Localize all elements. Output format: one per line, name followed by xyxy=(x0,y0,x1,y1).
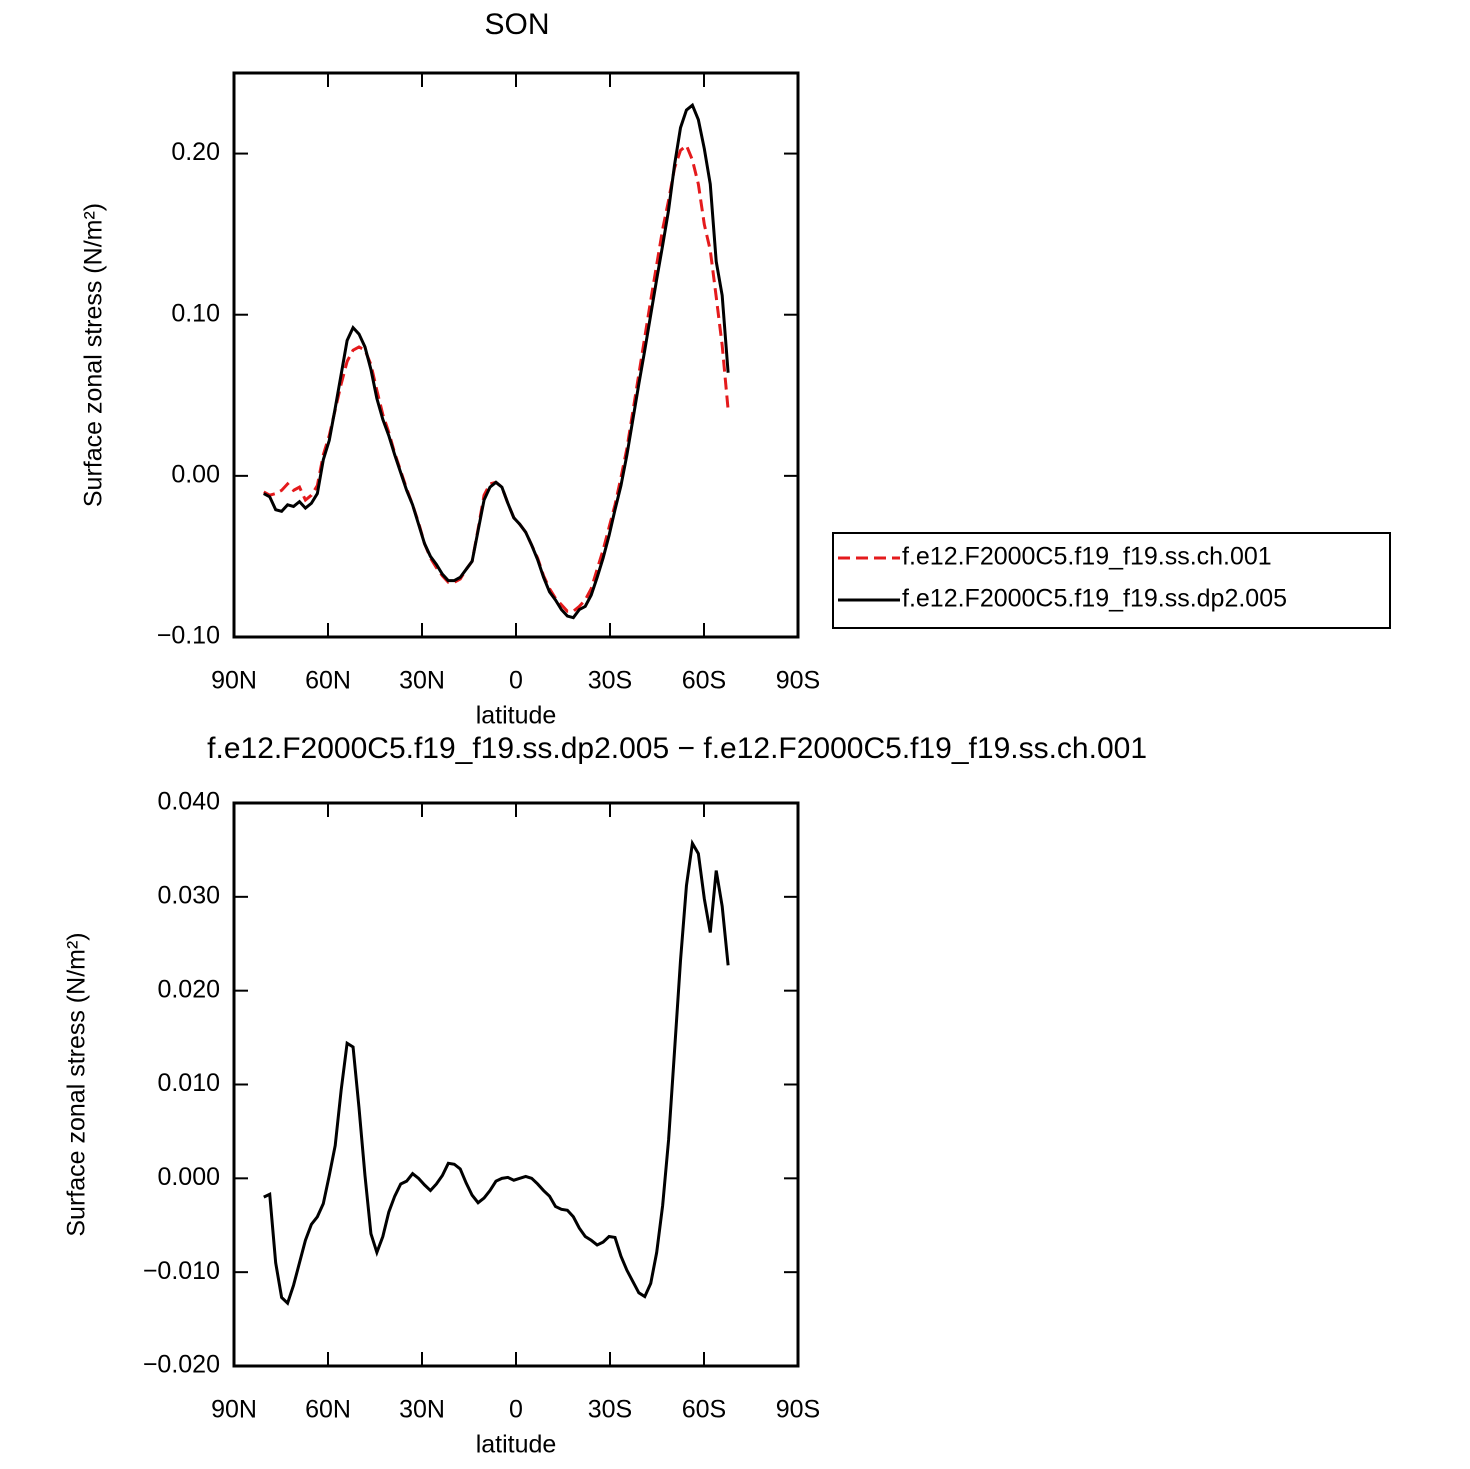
x-tick-label: 90N xyxy=(211,1396,257,1424)
chart-title: SON xyxy=(484,8,549,41)
x-tick-label: 30N xyxy=(399,667,445,695)
x-tick-label: 30N xyxy=(399,1396,445,1424)
legend-label: f.e12.F2000C5.f19_f19.ss.ch.001 xyxy=(902,543,1272,571)
x-tick-label: 60S xyxy=(682,1396,726,1424)
legend-label: f.e12.F2000C5.f19_f19.ss.dp2.005 xyxy=(902,585,1287,613)
y-tick-label: 0.010 xyxy=(157,1069,220,1097)
chart-title: f.e12.F2000C5.f19_f19.ss.dp2.005 − f.e12… xyxy=(207,732,1147,765)
y-tick-label: 0.000 xyxy=(157,1163,220,1191)
y-tick-label: 0.10 xyxy=(171,299,220,327)
x-axis-label: latitude xyxy=(476,702,557,730)
x-tick-label: 30S xyxy=(588,667,632,695)
x-tick-label: 0 xyxy=(509,1396,523,1424)
x-tick-label: 90S xyxy=(776,667,820,695)
x-tick-label: 90N xyxy=(211,667,257,695)
y-tick-label: 0.020 xyxy=(157,975,220,1003)
y-axis-label: Surface zonal stress (N/m²) xyxy=(63,932,91,1236)
data-line xyxy=(263,143,730,613)
x-tick-label: 60S xyxy=(682,667,726,695)
x-axis-label: latitude xyxy=(476,1431,557,1459)
x-tick-label: 90S xyxy=(776,1396,820,1424)
y-tick-label: −0.010 xyxy=(143,1257,220,1285)
y-tick-label: 0.20 xyxy=(171,138,220,166)
y-tick-label: 0.030 xyxy=(157,881,220,909)
x-tick-label: 60N xyxy=(305,1396,351,1424)
x-tick-label: 0 xyxy=(509,667,523,695)
x-tick-label: 30S xyxy=(588,1396,632,1424)
y-tick-label: 0.00 xyxy=(171,460,220,488)
y-tick-label: −0.020 xyxy=(143,1351,220,1379)
y-axis-label: Surface zonal stress (N/m²) xyxy=(80,203,108,507)
legend-box xyxy=(832,532,1391,629)
data-line xyxy=(263,102,730,620)
plot-frame xyxy=(232,71,800,639)
y-tick-label: −0.10 xyxy=(157,622,220,650)
data-line xyxy=(263,838,730,1306)
x-tick-label: 60N xyxy=(305,667,351,695)
y-tick-label: 0.040 xyxy=(157,788,220,816)
